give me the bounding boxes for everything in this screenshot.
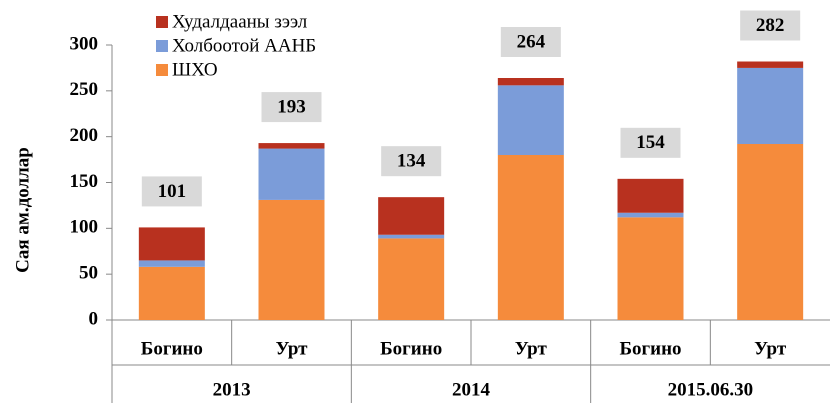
bar-segment xyxy=(258,199,325,320)
group-label: 2013 xyxy=(213,379,251,400)
group-label: 2014 xyxy=(452,379,491,400)
bar-segment xyxy=(138,227,205,261)
total-label-box xyxy=(261,92,322,123)
total-label: 282 xyxy=(756,15,785,36)
total-label: 193 xyxy=(277,96,306,117)
bar-segment xyxy=(617,217,684,320)
bar-segment xyxy=(378,238,445,320)
y-tick-label: 150 xyxy=(70,171,99,192)
total-label-box xyxy=(141,176,202,207)
bar-segment xyxy=(138,266,205,320)
bar-segment xyxy=(497,155,564,320)
bar-segment xyxy=(138,260,205,267)
bar-segment xyxy=(378,197,445,235)
total-label: 101 xyxy=(158,181,187,202)
total-label-box xyxy=(381,146,442,177)
bar-segment xyxy=(497,78,564,86)
y-tick-label: 0 xyxy=(89,308,99,329)
total-label: 134 xyxy=(397,151,426,172)
x-tick-label: Богино xyxy=(380,338,442,359)
y-tick-label: 250 xyxy=(70,79,99,100)
legend-label: Худалдааны зээл xyxy=(172,11,308,32)
bar-segment xyxy=(617,212,684,218)
group-label: 2015.06.30 xyxy=(668,379,754,400)
bar-segment xyxy=(378,234,445,239)
legend-label: Холбоотой ААНБ xyxy=(172,35,316,56)
bar-segment xyxy=(258,143,325,149)
legend-label: ШХО xyxy=(172,59,218,80)
total-label: 264 xyxy=(517,31,546,52)
total-label: 154 xyxy=(636,132,665,153)
legend-swatch xyxy=(156,64,168,76)
total-label-box xyxy=(620,127,681,158)
bar-segment xyxy=(497,85,564,155)
y-tick-label: 100 xyxy=(70,217,99,238)
bar-segment xyxy=(737,67,804,144)
x-tick-label: Урт xyxy=(754,338,787,359)
legend-swatch xyxy=(156,40,168,52)
bar-segment xyxy=(737,61,804,68)
total-label-box xyxy=(740,10,801,41)
y-axis-title: Сая ам.доллар xyxy=(12,147,33,273)
y-tick-label: 200 xyxy=(70,125,99,146)
total-label-box xyxy=(500,27,561,57)
x-tick-label: Урт xyxy=(515,338,548,359)
x-tick-label: Богино xyxy=(619,338,681,359)
y-tick-label: 300 xyxy=(70,33,99,54)
y-tick-label: 50 xyxy=(79,263,98,284)
legend-swatch xyxy=(156,16,168,28)
bar-segment xyxy=(617,178,684,213)
bar-segment xyxy=(258,148,325,200)
x-tick-label: Урт xyxy=(275,338,308,359)
bar-segment xyxy=(737,144,804,320)
x-tick-label: Богино xyxy=(141,338,203,359)
